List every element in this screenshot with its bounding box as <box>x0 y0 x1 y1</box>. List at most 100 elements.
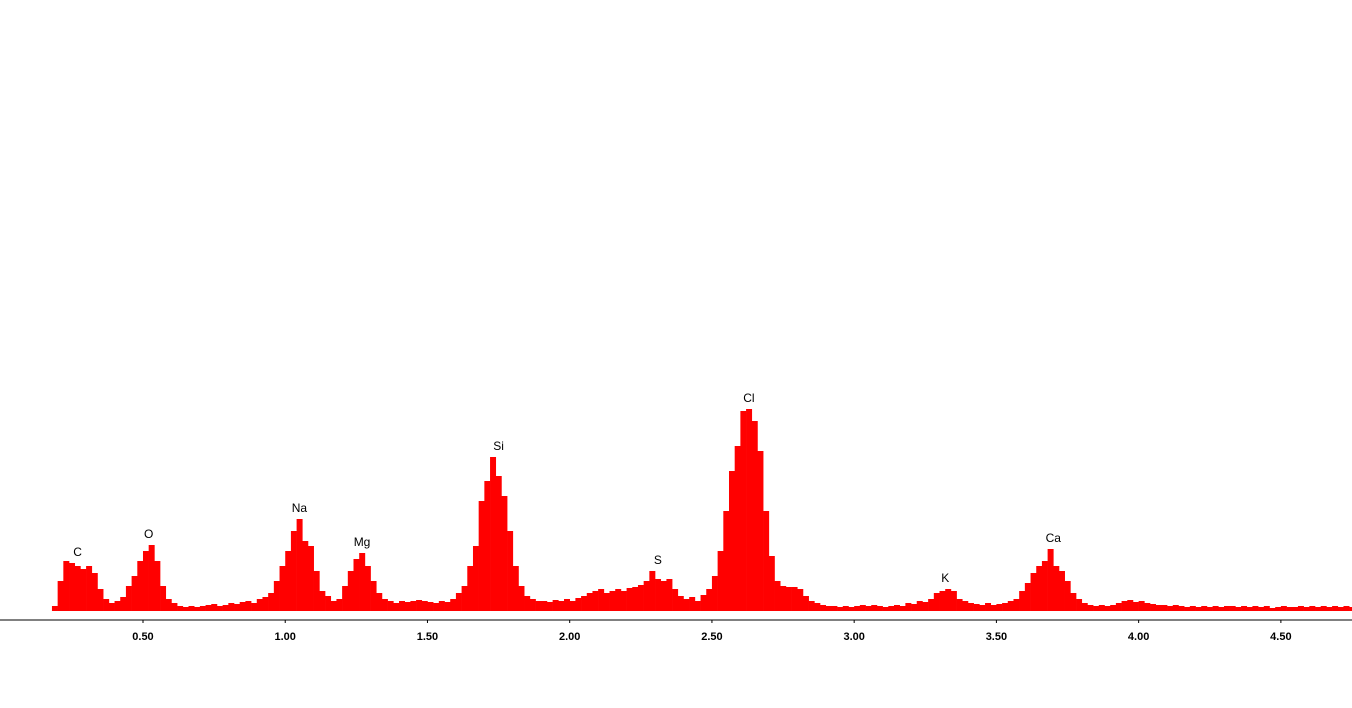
spectrum-bar <box>1195 607 1202 611</box>
spectrum-bar <box>956 599 963 611</box>
spectrum-bar <box>177 606 184 611</box>
spectrum-bar <box>967 603 974 611</box>
spectrum-bar <box>609 591 616 611</box>
spectrum-bar <box>575 598 582 611</box>
spectrum-bar <box>222 605 229 611</box>
spectrum-bar <box>768 556 775 611</box>
spectrum-bar <box>899 606 906 611</box>
spectrum-bar <box>1047 549 1054 611</box>
spectrum-bar <box>905 603 912 611</box>
x-tick-label: 2.50 <box>701 631 722 643</box>
spectrum-bar <box>1110 605 1117 611</box>
spectrum-bar <box>188 606 195 611</box>
spectrum-bar <box>262 597 269 611</box>
x-tick-label: 3.50 <box>986 631 1007 643</box>
spectrum-bar <box>541 601 548 611</box>
spectrum-bar <box>581 596 588 611</box>
spectrum-bar <box>928 599 935 611</box>
spectrum-bar <box>945 589 952 611</box>
spectrum-bar <box>922 602 929 611</box>
spectrum-bar <box>1076 599 1083 611</box>
peak-label: C <box>73 545 82 559</box>
spectrum-bar <box>142 551 149 611</box>
spectrum-bar <box>1104 606 1111 611</box>
spectrum-bar <box>1206 607 1213 611</box>
spectrum-bar <box>706 589 713 611</box>
spectrum-bar <box>1189 606 1196 611</box>
spectrum-bar <box>666 579 673 611</box>
spectrum-bar <box>996 604 1003 611</box>
spectrum-bar <box>1297 606 1304 611</box>
spectrum-bar <box>524 596 531 611</box>
spectrum-bar <box>1167 606 1174 611</box>
peak-label: Ca <box>1046 531 1062 545</box>
spectrum-bar <box>108 603 115 611</box>
spectrum-bar <box>933 593 940 611</box>
spectrum-bar <box>336 599 343 611</box>
spectrum-bar <box>529 599 536 611</box>
spectrum-bar <box>1150 604 1157 611</box>
spectrum-bar <box>467 566 474 611</box>
spectrum-bar <box>694 601 701 611</box>
spectrum-bar <box>603 593 610 611</box>
spectrum-bar <box>1058 571 1065 611</box>
spectrum-bar <box>359 553 366 611</box>
spectrum-bar <box>1286 607 1293 611</box>
spectrum-bar <box>683 599 690 611</box>
spectrum-bar <box>160 586 167 611</box>
spectrum-bar <box>785 587 792 611</box>
spectrum-bar <box>518 586 525 611</box>
spectrum-bar <box>194 607 201 611</box>
spectrum-bar <box>808 601 815 611</box>
spectrum-bar <box>114 601 121 611</box>
spectrum-bar <box>1337 607 1344 611</box>
spectrum-bar <box>637 585 644 611</box>
spectrum-bar <box>444 602 451 611</box>
spectrum-bar <box>1218 607 1225 611</box>
spectrum-bar <box>125 586 132 611</box>
x-tick-label: 1.50 <box>417 631 438 643</box>
spectrum-bar <box>438 601 445 611</box>
spectrum-bar <box>410 601 417 611</box>
spectrum-bar <box>837 607 844 611</box>
spectrum-bar <box>1275 607 1282 611</box>
spectrum-bar <box>876 606 883 611</box>
spectrum-bar <box>1013 599 1020 611</box>
spectrum-bar <box>484 481 491 611</box>
spectrum-bar <box>1081 603 1088 611</box>
spectrum-bar <box>182 607 189 611</box>
spectrum-bar <box>990 605 997 611</box>
spectrum-bar <box>370 581 377 611</box>
spectrum-bar <box>1127 600 1134 611</box>
spectrum-bar <box>1036 566 1043 611</box>
spectrum-bar <box>620 591 627 611</box>
spectrum-bar <box>848 607 855 611</box>
spectrum-bar <box>472 546 479 611</box>
spectrum-bar <box>1093 606 1100 611</box>
spectrum-bar <box>535 601 542 611</box>
spectrum-bar <box>569 601 576 611</box>
peak-label: K <box>941 571 949 585</box>
x-tick-label: 0.50 <box>132 631 153 643</box>
spectrum-bar <box>757 451 764 611</box>
spectrum-bar <box>1309 606 1316 611</box>
spectrum-bar <box>1002 603 1009 611</box>
x-tick-label: 4.00 <box>1128 631 1149 643</box>
spectrum-bar <box>916 601 923 611</box>
spectrum-bar <box>979 605 986 611</box>
spectrum-bar <box>256 599 263 611</box>
spectrum-bar <box>814 603 821 611</box>
spectrum-bar <box>154 561 161 611</box>
spectrum-bar <box>1041 561 1048 611</box>
spectrum-bar <box>802 596 809 611</box>
spectrum-bar <box>1121 601 1128 611</box>
spectrum-bar <box>381 599 388 611</box>
spectrum-bar <box>393 603 400 611</box>
spectrum-bar <box>399 601 406 611</box>
spectrum-bar <box>1258 607 1265 611</box>
spectrum-bar <box>1252 606 1259 611</box>
x-tick-label: 4.50 <box>1270 631 1291 643</box>
spectrum-bar <box>1315 607 1322 611</box>
spectrum-bar <box>364 566 371 611</box>
